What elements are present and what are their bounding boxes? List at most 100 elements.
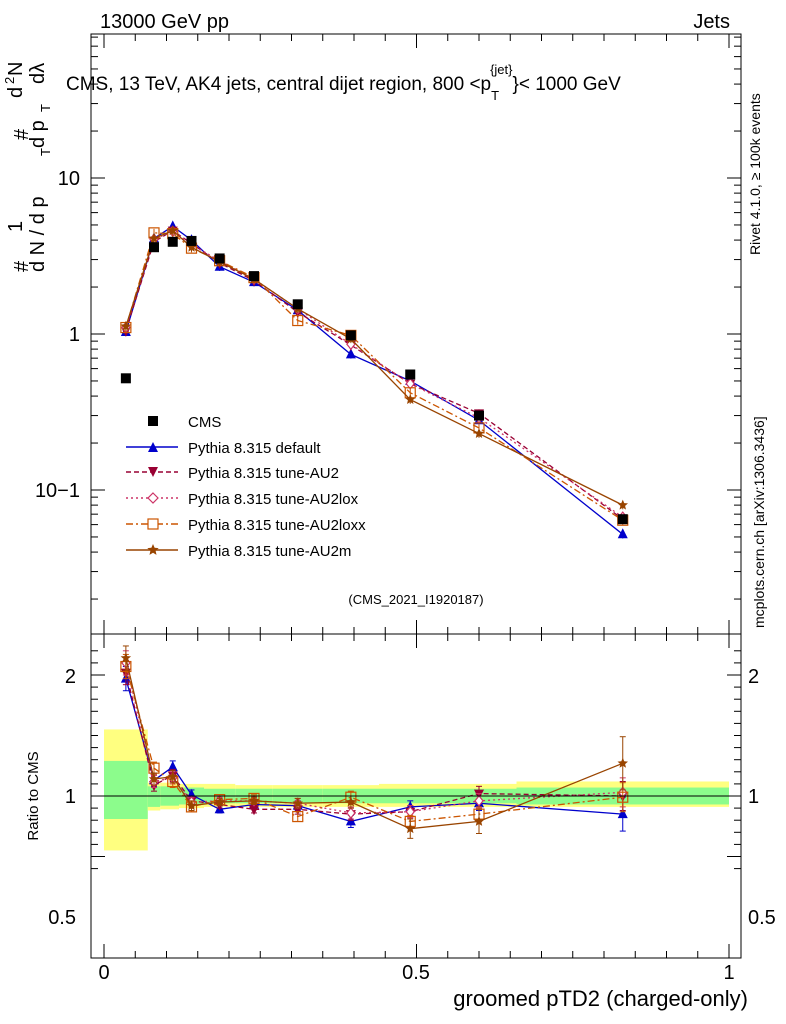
ylabel-sub-t2: T xyxy=(38,104,53,112)
x-tick-labels: 0 0.5 1 xyxy=(98,962,734,984)
mcplots-label: mcplots.cern.ch [arXiv:1306.3436] xyxy=(751,416,767,628)
chart-title: CMS, 13 TeV, AK4 jets, central dijet reg… xyxy=(66,62,621,103)
title-sub: T xyxy=(491,88,499,103)
header-left: 13000 GeV pp xyxy=(100,11,229,33)
legend-marker-au2 xyxy=(148,467,158,477)
ratio-point-tune-au2m xyxy=(214,796,225,807)
ratio-y-tick-1-right: 1 xyxy=(748,786,759,808)
band-green-1 xyxy=(147,786,161,807)
ratio-y-tick-labels: 2 1 0.5 2 1 0.5 xyxy=(48,666,776,929)
header-right: Jets xyxy=(693,11,730,33)
x-tick-1: 1 xyxy=(723,962,734,984)
ratio-point-tune-au2m xyxy=(345,796,357,807)
main-y-tick-10: 10 xyxy=(58,168,80,190)
series-layer xyxy=(120,220,629,839)
ratio-line-tune-au2 xyxy=(125,672,623,815)
ratio-y-tick-2-left: 2 xyxy=(65,666,76,688)
cms-data-point xyxy=(249,271,259,282)
ratio-ylabel: Ratio to CMS xyxy=(25,751,42,840)
cms-data-point xyxy=(617,514,628,525)
ratio-point-default xyxy=(617,808,628,819)
cms-data-point xyxy=(167,236,178,247)
title-post: }< 1000 GeV xyxy=(513,74,622,95)
axes-layer xyxy=(90,33,742,959)
x-tick-0: 0 xyxy=(98,962,109,984)
analysis-label: (CMS_2021_I1920187) xyxy=(348,592,483,607)
ratio-point-tune-au2m xyxy=(120,652,132,663)
main-point-tune-au2m xyxy=(120,320,132,331)
main-line-default xyxy=(125,225,624,535)
main-line-tune-au2m xyxy=(125,229,624,506)
ratio-point-tune-au2loxx xyxy=(292,810,304,823)
ratio-point-default xyxy=(167,760,178,771)
main-point-tune-au2m xyxy=(148,232,160,243)
ratio-point-tune-au2m xyxy=(405,823,416,834)
main-y-tick-labels: 10 1 10−1 xyxy=(35,168,80,502)
main-point-default xyxy=(617,528,628,539)
cms-data-point xyxy=(292,299,303,310)
main-point-tune-au2loxx xyxy=(292,314,304,327)
legend-label-cms: CMS xyxy=(188,414,221,431)
ylabel-dlambda: dλ xyxy=(27,63,49,84)
main-point-tune-au2m xyxy=(405,394,416,404)
main-point-tune-au2m xyxy=(617,499,628,510)
ratio-point-tune-au2m xyxy=(148,773,160,784)
legend-label-au2: Pythia 8.315 tune-AU2 xyxy=(188,465,339,482)
ylabel-sub-t1: T xyxy=(38,148,53,156)
x-axis-title: groomed pTD2 (charged-only) xyxy=(453,986,748,1011)
ratio-point-tune-au2m xyxy=(617,757,628,768)
ylabel-sup-2: 2 xyxy=(2,77,17,84)
ratio-point-tune-au2lox xyxy=(346,806,356,819)
ylabel-n: N xyxy=(5,62,27,76)
ylabel-hash-1: # xyxy=(11,260,33,272)
main-y-tick-1: 1 xyxy=(69,324,80,346)
cms-data-point xyxy=(214,253,225,264)
main-point-tune-au2m xyxy=(186,241,197,252)
cms-data-point xyxy=(186,235,197,246)
legend-label-au2loxx: Pythia 8.315 tune-AU2loxx xyxy=(188,517,366,534)
ratio-point-tune-au2lox xyxy=(474,794,484,807)
legend-marker-au2lox xyxy=(147,492,159,504)
legend-marker-cms xyxy=(148,416,158,426)
ratio-point-tune-au2m xyxy=(167,771,178,782)
rivet-label: Rivet 4.1.0, ≥ 100k events xyxy=(747,93,763,255)
cms-data-point xyxy=(149,242,159,253)
ylabel-d: d xyxy=(5,87,27,98)
legend-label-au2m: Pythia 8.315 tune-AU2m xyxy=(188,543,351,560)
ratio-point-tune-au2m xyxy=(186,800,197,811)
legend-label-au2lox: Pythia 8.315 tune-AU2lox xyxy=(188,491,359,508)
cms-data-point xyxy=(345,330,356,341)
legend-marker-au2loxx xyxy=(147,518,159,530)
legend-marker-au2m xyxy=(147,544,159,555)
band-green-0 xyxy=(104,760,148,819)
cms-data-point xyxy=(474,410,484,421)
main-point-tune-au2m xyxy=(473,428,485,438)
uncertainty-bands xyxy=(104,729,729,851)
ratio-point-tune-au2m xyxy=(292,797,303,808)
legend: CMS Pythia 8.315 default Pythia 8.315 tu… xyxy=(126,414,366,560)
ratio-point-tune-au2loxx xyxy=(617,791,629,803)
cms-data-point xyxy=(120,373,131,384)
ylabel-dndp: d N / d p xyxy=(27,196,49,272)
legend-label-default: Pythia 8.315 default xyxy=(188,440,321,457)
ratio-y-tick-1-left: 1 xyxy=(65,786,76,808)
ylabel-hash-2: # xyxy=(11,128,33,140)
main-point-tune-au2lox xyxy=(405,377,416,390)
title-sup: {jet} xyxy=(490,62,513,77)
ratio-y-tick-05-right: 0.5 xyxy=(748,907,776,929)
legend-marker-default xyxy=(148,442,158,452)
title-pre: CMS, 13 TeV, AK4 jets, central dijet reg… xyxy=(66,74,491,95)
ratio-y-tick-05-left: 0.5 xyxy=(48,907,76,929)
ratio-y-tick-2-right: 2 xyxy=(748,666,759,688)
ratio-point-tune-au2m xyxy=(248,795,260,806)
cms-data-point xyxy=(405,369,416,380)
ylabel-dp: d p xyxy=(27,120,49,148)
ratio-point-tune-au2 xyxy=(249,805,259,816)
main-y-tick-0p1: 10−1 xyxy=(35,480,80,502)
x-tick-05: 0.5 xyxy=(402,962,430,984)
main-point-tune-au2m xyxy=(167,225,178,236)
y-axis-title: # 1 d N / d p T # d 2 N d p T dλ xyxy=(2,62,53,272)
main-point-default xyxy=(345,348,356,359)
ylabel-one: 1 xyxy=(5,221,27,232)
